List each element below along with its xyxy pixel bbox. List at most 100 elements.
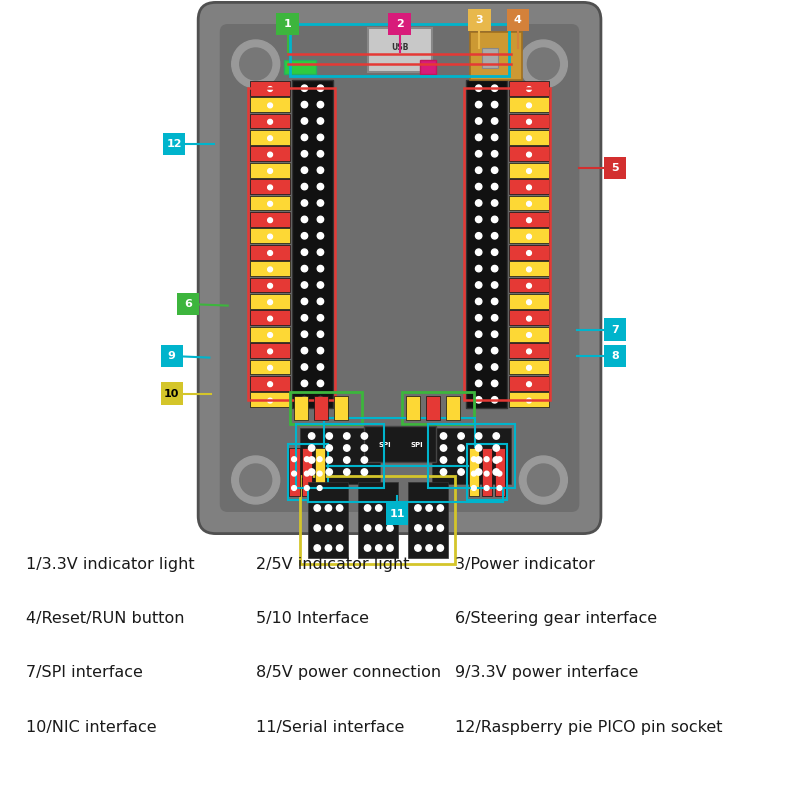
Circle shape: [526, 283, 531, 288]
Circle shape: [497, 486, 502, 490]
Circle shape: [364, 505, 370, 511]
Circle shape: [302, 282, 308, 288]
Bar: [334, 396, 349, 420]
Circle shape: [318, 314, 324, 321]
Circle shape: [475, 347, 482, 354]
Circle shape: [318, 233, 324, 239]
Circle shape: [302, 118, 308, 124]
Circle shape: [268, 86, 273, 91]
Circle shape: [302, 134, 308, 141]
Circle shape: [375, 505, 382, 511]
Circle shape: [302, 102, 308, 108]
Circle shape: [526, 316, 531, 321]
Circle shape: [497, 471, 502, 476]
Circle shape: [426, 545, 432, 551]
Bar: [509, 278, 549, 293]
Bar: [509, 114, 549, 129]
Circle shape: [314, 505, 321, 511]
Circle shape: [526, 382, 531, 386]
Text: 4/Reset/RUN button: 4/Reset/RUN button: [26, 611, 184, 626]
Circle shape: [326, 469, 333, 475]
Circle shape: [364, 545, 370, 551]
Bar: [315, 448, 326, 496]
Circle shape: [232, 40, 280, 88]
Bar: [509, 262, 549, 276]
Text: SPI: SPI: [411, 442, 423, 448]
Circle shape: [519, 40, 567, 88]
Circle shape: [309, 433, 315, 439]
Circle shape: [309, 457, 315, 463]
Bar: [388, 13, 410, 35]
Circle shape: [337, 505, 343, 511]
Circle shape: [475, 397, 482, 403]
Circle shape: [361, 457, 367, 463]
Bar: [406, 396, 420, 420]
Bar: [482, 48, 498, 68]
Text: 1: 1: [284, 19, 291, 29]
Circle shape: [475, 445, 482, 451]
Circle shape: [318, 364, 324, 370]
Circle shape: [458, 469, 464, 475]
Circle shape: [318, 282, 324, 288]
Bar: [177, 293, 199, 315]
Bar: [426, 396, 440, 420]
Bar: [386, 502, 408, 525]
Circle shape: [526, 202, 531, 206]
Circle shape: [302, 183, 308, 190]
Bar: [277, 13, 299, 35]
Circle shape: [475, 364, 482, 370]
Circle shape: [375, 545, 382, 551]
Circle shape: [309, 445, 315, 451]
Circle shape: [475, 282, 482, 288]
Circle shape: [475, 314, 482, 321]
Bar: [509, 81, 549, 96]
Text: 4: 4: [514, 15, 522, 25]
Bar: [509, 212, 549, 227]
Circle shape: [526, 86, 531, 91]
Bar: [466, 80, 507, 408]
Circle shape: [292, 457, 297, 462]
Bar: [163, 133, 186, 155]
Circle shape: [318, 486, 322, 490]
Circle shape: [440, 445, 446, 451]
Circle shape: [386, 545, 393, 551]
Circle shape: [268, 398, 273, 403]
Bar: [250, 262, 290, 276]
Text: 3: 3: [476, 15, 483, 25]
Text: 8/5V power connection: 8/5V power connection: [256, 666, 441, 680]
Bar: [431, 428, 511, 484]
Circle shape: [526, 267, 531, 272]
Bar: [509, 179, 549, 194]
Bar: [604, 318, 626, 341]
Circle shape: [232, 456, 280, 504]
Text: 12/Raspberry pie PICO pin socket: 12/Raspberry pie PICO pin socket: [455, 720, 723, 734]
Bar: [300, 428, 379, 484]
Circle shape: [268, 218, 273, 222]
Circle shape: [309, 469, 315, 475]
Circle shape: [292, 471, 297, 476]
Circle shape: [268, 152, 273, 157]
Circle shape: [302, 347, 308, 354]
Circle shape: [491, 347, 498, 354]
Bar: [482, 448, 492, 496]
Text: 5: 5: [611, 163, 619, 173]
Circle shape: [318, 216, 324, 222]
FancyBboxPatch shape: [220, 24, 579, 512]
Circle shape: [268, 267, 273, 272]
Circle shape: [491, 397, 498, 403]
Circle shape: [240, 464, 272, 496]
Bar: [470, 32, 522, 80]
Bar: [604, 345, 626, 367]
Circle shape: [326, 433, 333, 439]
Bar: [250, 343, 290, 358]
Bar: [250, 327, 290, 342]
Bar: [292, 80, 334, 408]
Circle shape: [268, 119, 273, 124]
Circle shape: [268, 333, 273, 338]
Circle shape: [491, 298, 498, 305]
Circle shape: [491, 102, 498, 108]
Circle shape: [475, 331, 482, 338]
Circle shape: [318, 183, 324, 190]
Text: SPI: SPI: [379, 442, 391, 448]
Circle shape: [268, 185, 273, 190]
